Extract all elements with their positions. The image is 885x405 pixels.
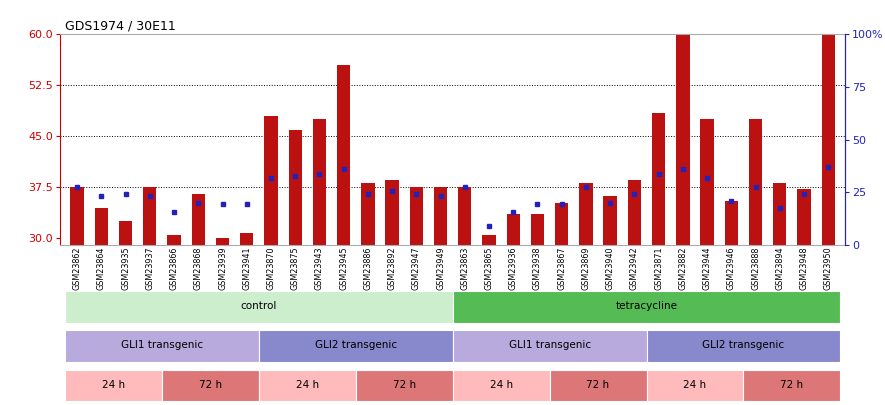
- Bar: [258, 330, 453, 362]
- Bar: [265, 116, 278, 245]
- Bar: [506, 215, 519, 245]
- Bar: [95, 208, 108, 245]
- Text: 24 h: 24 h: [489, 379, 512, 390]
- Text: GDS1974 / 30E11: GDS1974 / 30E11: [65, 19, 175, 32]
- Bar: [410, 187, 423, 245]
- Bar: [773, 183, 787, 245]
- Text: 72 h: 72 h: [393, 379, 416, 390]
- Bar: [192, 194, 205, 245]
- Bar: [647, 369, 743, 401]
- Bar: [65, 330, 258, 362]
- Bar: [312, 119, 326, 245]
- Text: 72 h: 72 h: [587, 379, 610, 390]
- Bar: [453, 330, 647, 362]
- Text: GLI1 transgenic: GLI1 transgenic: [121, 340, 203, 350]
- Bar: [797, 189, 811, 245]
- Bar: [167, 235, 181, 245]
- Text: GLI2 transgenic: GLI2 transgenic: [315, 340, 396, 350]
- Bar: [627, 181, 641, 245]
- Bar: [119, 221, 132, 245]
- Bar: [258, 369, 356, 401]
- Bar: [821, 0, 835, 245]
- Text: 72 h: 72 h: [199, 379, 222, 390]
- Bar: [337, 65, 350, 245]
- Bar: [647, 330, 841, 362]
- Bar: [580, 183, 593, 245]
- Bar: [453, 369, 550, 401]
- Bar: [434, 187, 447, 245]
- Bar: [361, 183, 374, 245]
- Text: 72 h: 72 h: [781, 379, 804, 390]
- Bar: [652, 113, 666, 245]
- Text: 24 h: 24 h: [296, 379, 319, 390]
- Bar: [289, 130, 302, 245]
- Text: GLI1 transgenic: GLI1 transgenic: [509, 340, 590, 350]
- Text: 24 h: 24 h: [683, 379, 706, 390]
- Bar: [458, 187, 472, 245]
- Bar: [700, 119, 713, 245]
- Bar: [555, 203, 568, 245]
- Text: 24 h: 24 h: [102, 379, 125, 390]
- Bar: [71, 187, 84, 245]
- Bar: [550, 369, 647, 401]
- Bar: [482, 235, 496, 245]
- Bar: [65, 369, 162, 401]
- Bar: [162, 369, 258, 401]
- Bar: [725, 201, 738, 245]
- Bar: [749, 119, 762, 245]
- Bar: [143, 187, 157, 245]
- Bar: [604, 196, 617, 245]
- Bar: [356, 369, 453, 401]
- Bar: [240, 233, 253, 245]
- Bar: [531, 215, 544, 245]
- Text: control: control: [241, 301, 277, 311]
- Bar: [216, 238, 229, 245]
- Bar: [676, 0, 689, 245]
- Bar: [453, 291, 841, 323]
- Text: tetracycline: tetracycline: [615, 301, 678, 311]
- Bar: [65, 291, 453, 323]
- Bar: [743, 369, 841, 401]
- Bar: [386, 181, 399, 245]
- Text: GLI2 transgenic: GLI2 transgenic: [703, 340, 784, 350]
